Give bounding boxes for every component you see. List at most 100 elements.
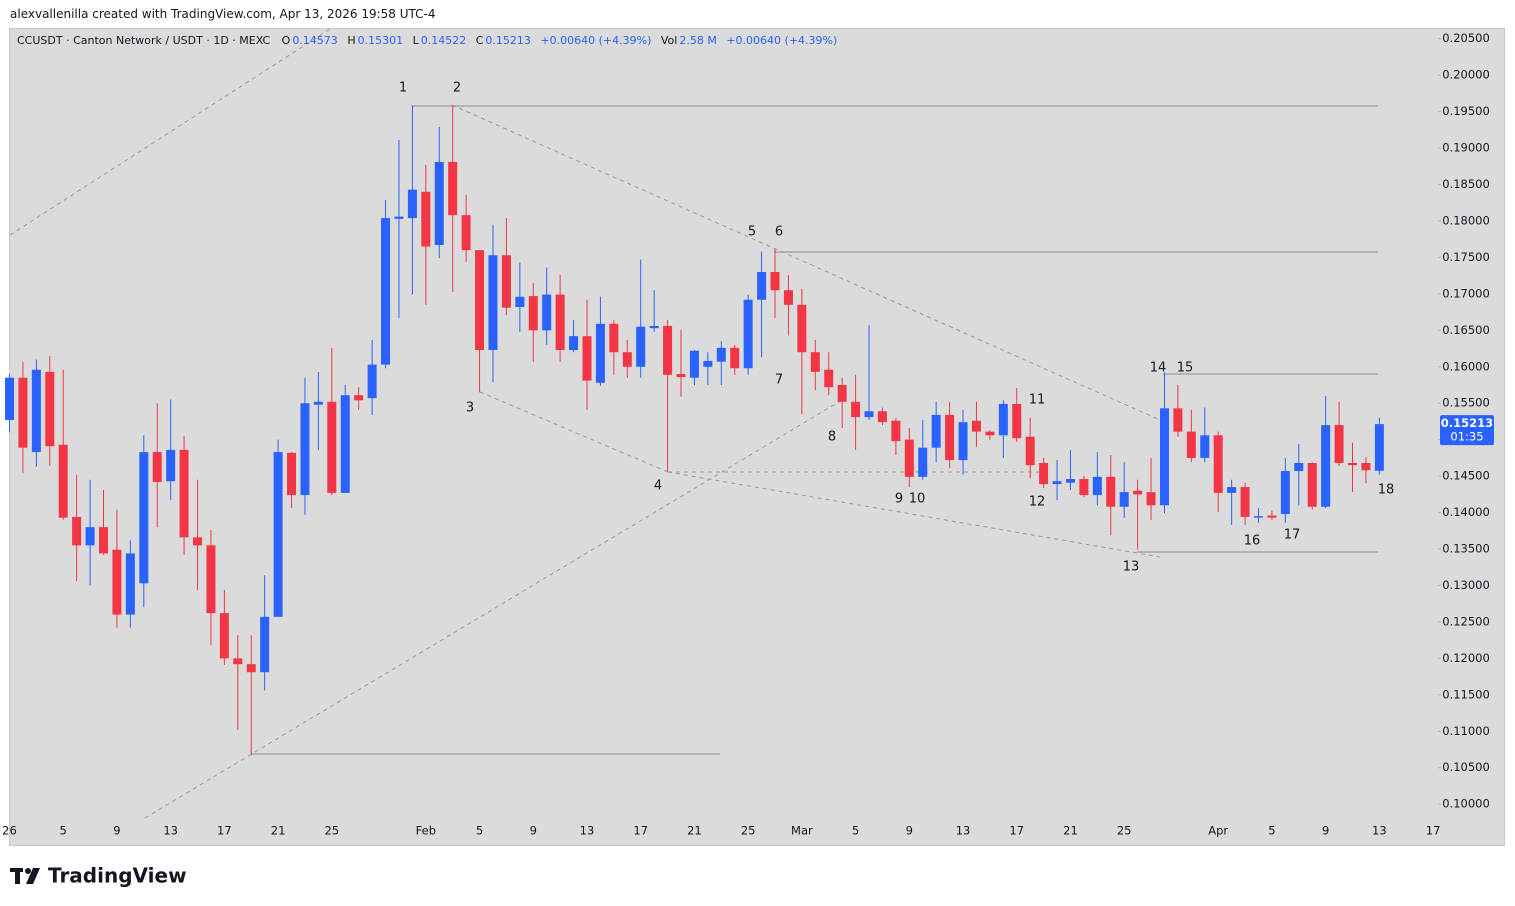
candle-body — [609, 323, 619, 353]
wave-label: 1 — [399, 81, 407, 96]
candle-body — [971, 420, 981, 432]
x-tick-label: 21 — [271, 824, 286, 838]
candle-body — [1213, 435, 1223, 493]
candle-body — [381, 218, 391, 365]
x-tick-label: 17 — [633, 824, 648, 838]
x-tick-label: 5 — [852, 824, 859, 838]
x-tick-label: 25 — [324, 824, 339, 838]
y-tick-label: 0.14500 — [1442, 469, 1490, 483]
price-tag — [1440, 415, 1494, 446]
candle-body — [1065, 479, 1075, 483]
x-tick-label: 21 — [1063, 824, 1078, 838]
candle-body — [501, 255, 511, 308]
vol-label: Vol — [660, 34, 678, 47]
credit: alexvallenilla created with TradingView.… — [10, 7, 436, 21]
candle-body — [488, 255, 498, 351]
y-tick-label: 0.15500 — [1442, 396, 1490, 410]
candle-body — [1159, 408, 1169, 506]
wave-label: 15 — [1177, 361, 1194, 376]
y-tick-label: 0.19000 — [1442, 141, 1490, 155]
candle-body — [542, 294, 552, 331]
candle-body — [179, 449, 189, 538]
h-label: H — [347, 34, 356, 47]
candle-body — [958, 422, 968, 461]
wave-label: 6 — [775, 225, 783, 240]
candle-body — [676, 374, 686, 377]
candle-body — [595, 323, 605, 383]
candle-body — [461, 215, 471, 251]
candle-body — [931, 414, 941, 448]
candle-body — [421, 191, 431, 247]
price-tag-label: 0.15213 — [1441, 416, 1493, 430]
candle-body — [193, 537, 203, 546]
candle-body — [918, 447, 928, 477]
candle-body — [877, 411, 887, 423]
candle-body — [837, 385, 847, 402]
y-tick-label: 0.10000 — [1442, 797, 1490, 811]
l-label: L — [412, 34, 419, 47]
candle-body — [152, 452, 162, 482]
wave-label: 3 — [466, 401, 474, 416]
candle-body — [985, 431, 995, 436]
y-tick-label: 0.10500 — [1442, 760, 1490, 774]
x-tick-label: 13 — [163, 824, 178, 838]
candle-body — [515, 296, 525, 308]
x-tick-label: Mar — [791, 824, 813, 838]
candle-body — [528, 296, 538, 331]
candle-body — [1025, 436, 1035, 466]
x-tick-label: 9 — [113, 824, 120, 838]
candle-body — [1052, 481, 1062, 485]
x-tick-label: 9 — [1322, 824, 1329, 838]
wave-label: 8 — [828, 430, 836, 445]
candle-body — [757, 272, 767, 300]
y-tick-label: 0.17000 — [1442, 286, 1490, 300]
candle-body — [139, 452, 149, 584]
candle-body — [1361, 462, 1371, 471]
x-tick-label: 21 — [687, 824, 702, 838]
h-value: 0.15301 — [357, 34, 404, 47]
x-tick-label: 5 — [476, 824, 483, 838]
candle-body — [1146, 492, 1156, 506]
c-label: C — [475, 34, 484, 47]
y-tick-label: 0.12500 — [1442, 614, 1490, 628]
y-tick-label: 0.11500 — [1442, 687, 1490, 701]
candle-body — [703, 360, 713, 367]
candle-body — [125, 553, 135, 615]
candle-body — [1012, 403, 1022, 439]
candle-body — [367, 364, 377, 399]
candle-body — [300, 403, 310, 496]
x-tick-label: 13 — [956, 824, 971, 838]
countdown: 01:35 — [1450, 430, 1483, 444]
wave-label: 14 — [1150, 361, 1167, 376]
c-value: 0.15213 — [485, 34, 531, 47]
candle-body — [1267, 515, 1277, 518]
candle-body — [1348, 462, 1357, 466]
y-tick-label: 0.13000 — [1442, 578, 1490, 592]
candle-body — [663, 325, 673, 375]
candle-body — [45, 371, 55, 447]
candle-body — [730, 347, 740, 369]
y-tick-label: 0.18000 — [1442, 213, 1490, 227]
brand: TradingView — [48, 864, 187, 888]
legend: CCUSDT · Canton Network / USDT · 1D · ME… — [17, 34, 843, 47]
candle-body — [810, 352, 820, 372]
level-lines — [252, 105, 1378, 755]
candle-body — [904, 439, 914, 477]
wave-label: 10 — [909, 492, 926, 507]
candle-body — [1307, 462, 1317, 507]
candle-body — [1106, 476, 1116, 507]
candle-body — [1133, 490, 1143, 495]
candle-body — [1092, 476, 1102, 496]
chart-panel — [9, 28, 1505, 846]
wave-label: 17 — [1284, 528, 1301, 543]
candle-body — [1039, 462, 1049, 485]
candle-body — [649, 325, 659, 329]
candle-body — [5, 377, 14, 420]
y-tick-label: 0.19500 — [1442, 104, 1490, 118]
candle-body — [112, 549, 122, 615]
candle-body — [434, 161, 444, 246]
candle-body — [340, 395, 350, 493]
candle-body — [891, 420, 901, 442]
